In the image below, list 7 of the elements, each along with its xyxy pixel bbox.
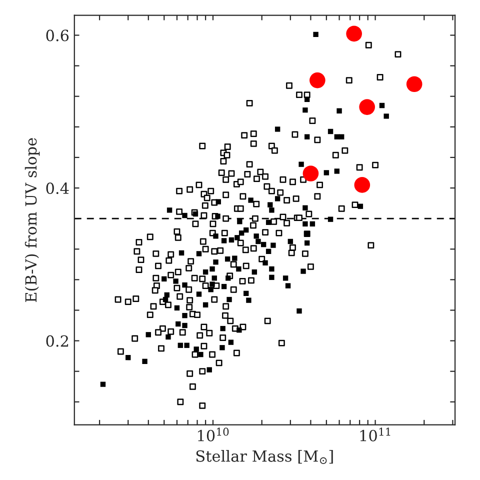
x-tick-label: 10$^{10}$ xyxy=(198,428,229,442)
y-tick-label: 0.6 xyxy=(46,30,69,42)
y-tick-label: 0.4 xyxy=(46,182,69,194)
x-axis-title: Stellar Mass [M$_{⊙}$] xyxy=(196,450,333,464)
y-axis-title: E(B-V) from UV slope xyxy=(24,138,40,302)
y-tick-label: 0.2 xyxy=(46,335,68,347)
x-tick-label: 10$^{11}$ xyxy=(360,428,390,442)
